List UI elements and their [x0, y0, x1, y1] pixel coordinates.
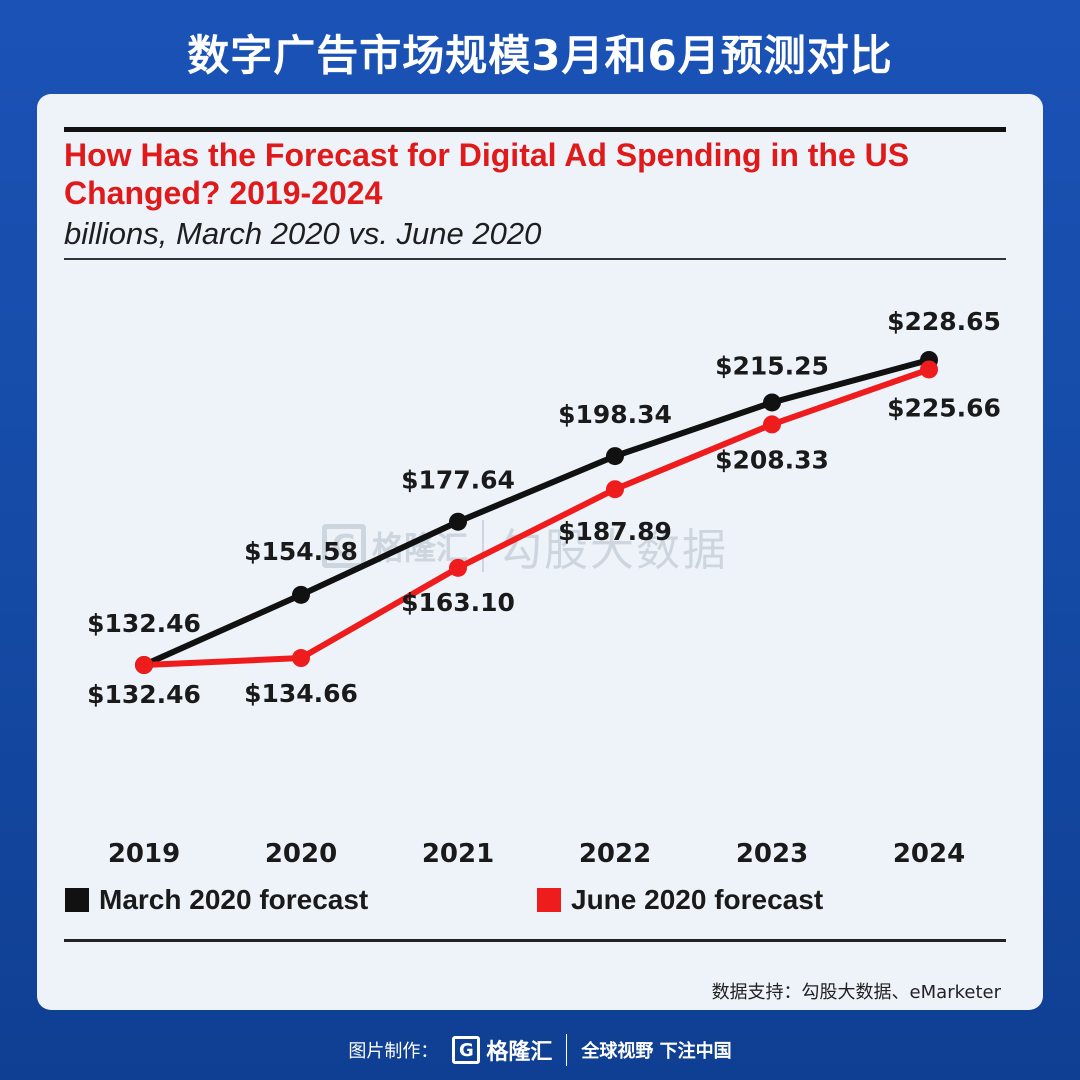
- source-note: 数据支持：勾股大数据、eMarketer: [711, 982, 1001, 1003]
- x-tick-label: 2021: [422, 839, 494, 869]
- legend-june-swatch: [537, 888, 561, 912]
- legend-march: March 2020 forecast: [65, 884, 368, 916]
- chart-card: How Has the Forecast for Digital Ad Spen…: [37, 94, 1043, 1010]
- footer-divider: [566, 1034, 568, 1066]
- march-data-label: $228.65: [887, 307, 1001, 336]
- june-data-label: $187.89: [558, 517, 672, 546]
- watermark-brand: 格隆汇: [372, 529, 469, 567]
- june-point: [449, 558, 467, 577]
- june-point: [135, 656, 153, 674]
- subtitle-rule: [64, 258, 1006, 260]
- legend-june: June 2020 forecast: [537, 884, 823, 916]
- march-data-label: $154.58: [244, 537, 358, 566]
- march-point: [763, 393, 781, 412]
- chart-subtitle: billions, March 2020 vs. June 2020: [64, 216, 542, 251]
- june-point: [920, 360, 938, 379]
- march-point: [292, 585, 310, 604]
- june-data-label: $132.46: [87, 680, 201, 709]
- june-data-label: $225.66: [887, 393, 1001, 422]
- june-point: [763, 415, 781, 434]
- footer-brand: 格隆汇: [486, 1040, 553, 1065]
- march-data-label: $215.25: [715, 351, 829, 380]
- chart-title: How Has the Forecast for Digital Ad Spen…: [64, 137, 910, 211]
- footer-logo-icon: G: [452, 1036, 481, 1064]
- footer-label: 图片制作：: [348, 1041, 439, 1062]
- x-tick-label: 2020: [265, 839, 337, 869]
- legend-june-label: June 2020 forecast: [571, 884, 824, 915]
- watermark-logo-icon: G: [322, 524, 366, 568]
- watermark-divider: [482, 520, 485, 572]
- march-data-label: $132.46: [87, 609, 201, 638]
- june-data-label: $134.66: [244, 679, 358, 708]
- line-chart: 2019 2020 2021 2022 2023 2024 $132.46 $154.58 $1…: [87, 307, 1001, 869]
- march-point: [606, 447, 624, 466]
- top-rule: [64, 127, 1006, 132]
- x-tick-label: 2023: [736, 839, 808, 869]
- legend-march-label: March 2020 forecast: [99, 884, 369, 915]
- june-point: [606, 480, 624, 499]
- march-data-label: $177.64: [401, 466, 515, 495]
- footer: 图片制作： G 格隆汇 全球视野 下注中国: [0, 1030, 1080, 1070]
- legend-march-swatch: [65, 888, 89, 912]
- june-point: [292, 649, 310, 668]
- june-data-label: $163.10: [401, 588, 515, 617]
- footer-slogan: 全球视野 下注中国: [581, 1041, 732, 1062]
- x-tick-label: 2019: [108, 839, 180, 869]
- banner-title: 数字广告市场规模3月和6月预测对比: [187, 31, 893, 80]
- june-data-label: $208.33: [715, 445, 829, 474]
- watermark-text: 勾股大数据: [498, 525, 729, 576]
- june-series-line: [141, 366, 932, 668]
- march-point: [449, 512, 467, 531]
- march-series-line: [141, 357, 932, 668]
- x-tick-label: 2022: [579, 839, 651, 869]
- x-tick-label: 2024: [893, 839, 965, 869]
- bottom-rule: [64, 939, 1006, 942]
- watermark: G 格隆汇 勾股大数据: [322, 514, 728, 578]
- march-data-label: $198.34: [558, 400, 672, 429]
